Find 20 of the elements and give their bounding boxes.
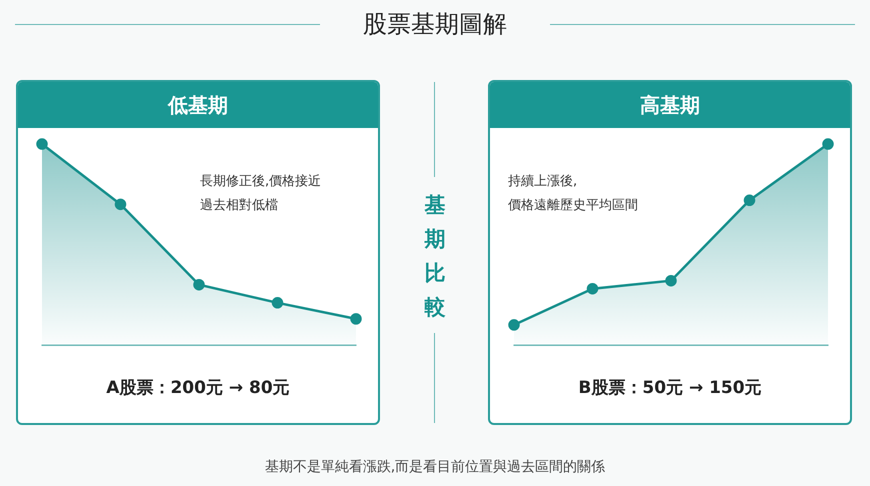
chart-title: 低基期 [18,82,378,128]
text: 股票基期圖解 [362,9,508,40]
point [822,138,834,150]
text: 基期不是單純看漲跌,而是看目前位置與過去區間的關係 [264,458,606,476]
point [36,138,48,150]
annotation: 持續上漲後, [508,173,578,191]
point [665,274,677,286]
text: B股票：50元 → 150元 [577,377,763,399]
point [193,278,205,290]
text: 基期比較 [424,192,446,321]
point [586,282,598,294]
annotation: 價格遠離歷史平均區間 [508,197,639,215]
point [114,198,126,210]
point [508,319,520,331]
text: A股票：200元 → 80元 [105,377,291,399]
point [744,194,756,206]
point [350,313,362,325]
point [272,297,284,309]
annotation: 長期修正後,價格接近過去相對低檔 [200,173,322,215]
chart-title: 高基期 [490,82,850,128]
